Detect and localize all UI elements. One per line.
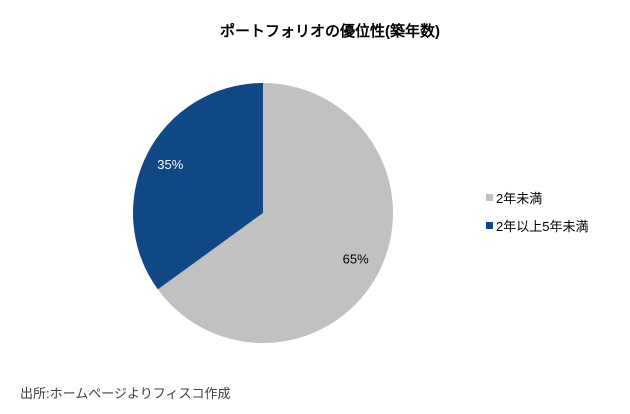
chart-title: ポートフォリオの優位性(築年数) (220, 23, 440, 40)
source-note: 出所:ホームページよりフィスコ作成 (20, 386, 231, 401)
legend-label: 2年以上5年未満 (496, 218, 589, 234)
pie-slice-0 (157, 83, 394, 344)
slice-percent-label-0: 65% (343, 252, 369, 267)
legend-label: 2年未満 (496, 190, 543, 206)
legend-marker-icon (486, 193, 493, 201)
legend-item-0: 2年未満 (486, 188, 588, 206)
legend: 2年未満 2年以上5年未満 (486, 188, 588, 244)
pie-slice-1 (133, 83, 263, 290)
slice-percent-label-1: 35% (157, 157, 183, 172)
legend-marker-icon (486, 221, 493, 229)
legend-item-1: 2年以上5年未満 (486, 216, 588, 234)
